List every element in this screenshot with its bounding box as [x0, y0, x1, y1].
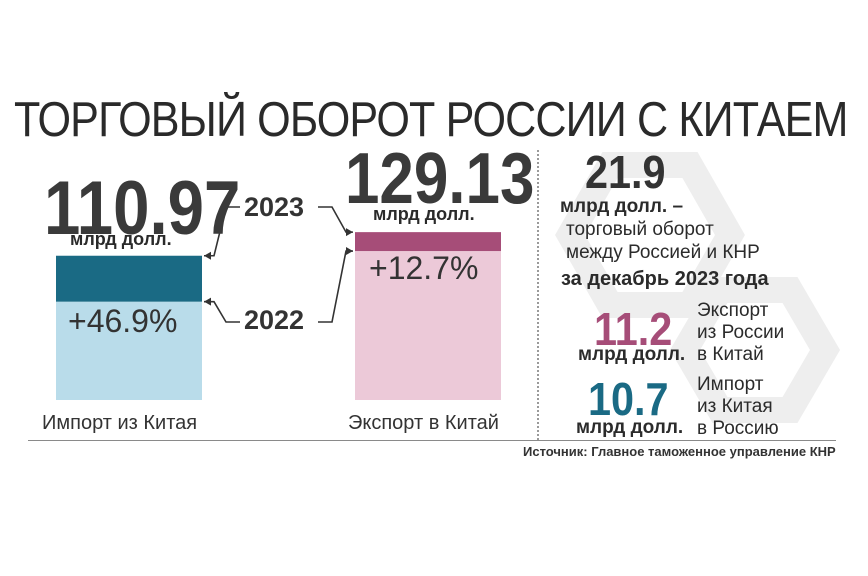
year-label-2023: 2023 — [244, 192, 305, 222]
page-title: ТОРГОВЫЙ ОБОРОТ РОССИИ С КИТАЕМ — [14, 93, 848, 147]
import-2023-value: 110.97 — [44, 166, 241, 251]
december-import-value: 10.7 — [588, 373, 669, 425]
december-total-line2: между Россией и КНР — [566, 242, 760, 263]
arrow-2022-export — [346, 247, 353, 256]
connector-2022-export — [318, 250, 353, 323]
export-caption: Экспорт в Китай — [348, 412, 499, 434]
arrow-2023-import — [204, 251, 211, 260]
december-export-line2: из России — [697, 322, 785, 343]
export-growth: +12.7% — [369, 250, 479, 286]
year-connectors — [204, 206, 353, 323]
bar-export-2022 — [355, 251, 501, 400]
december-import-line3: в Россию — [697, 418, 779, 439]
vertical-divider — [537, 150, 539, 440]
year-label-2022: 2022 — [244, 305, 305, 335]
december-total-line1: торговый оборот — [566, 219, 714, 240]
source-note: Источник: Главное таможенное управление … — [523, 444, 836, 459]
december-import-line1: Импорт — [697, 374, 764, 395]
december-export-line1: Экспорт — [697, 300, 769, 321]
bars-group — [56, 232, 501, 400]
import-caption: Импорт из Китая — [42, 412, 198, 434]
december-total-unit: млрд долл. – — [560, 196, 684, 217]
december-export-value: 11.2 — [594, 303, 673, 355]
import-unit: млрд долл. — [70, 229, 172, 249]
december-export-line3: в Китай — [697, 344, 764, 365]
december-total-line3: за декабрь 2023 года — [561, 268, 769, 290]
arrow-2022-import — [204, 297, 211, 306]
bar-import-2023 — [56, 255, 202, 302]
december-import-line2: из Китая — [697, 396, 773, 417]
arrow-2023-export — [346, 228, 353, 237]
export-2023-value: 129.13 — [345, 139, 535, 219]
hexagon-decoration — [555, 152, 841, 423]
import-growth: +46.9% — [68, 303, 178, 339]
december-import-unit: млрд долл. — [576, 417, 684, 438]
december-export-unit: млрд долл. — [578, 344, 686, 365]
bottom-divider — [28, 440, 836, 441]
bar-import-2022 — [56, 301, 202, 400]
december-total-value: 21.9 — [585, 146, 666, 198]
bar-export-2023 — [355, 232, 501, 252]
export-unit: млрд долл. — [373, 204, 475, 224]
